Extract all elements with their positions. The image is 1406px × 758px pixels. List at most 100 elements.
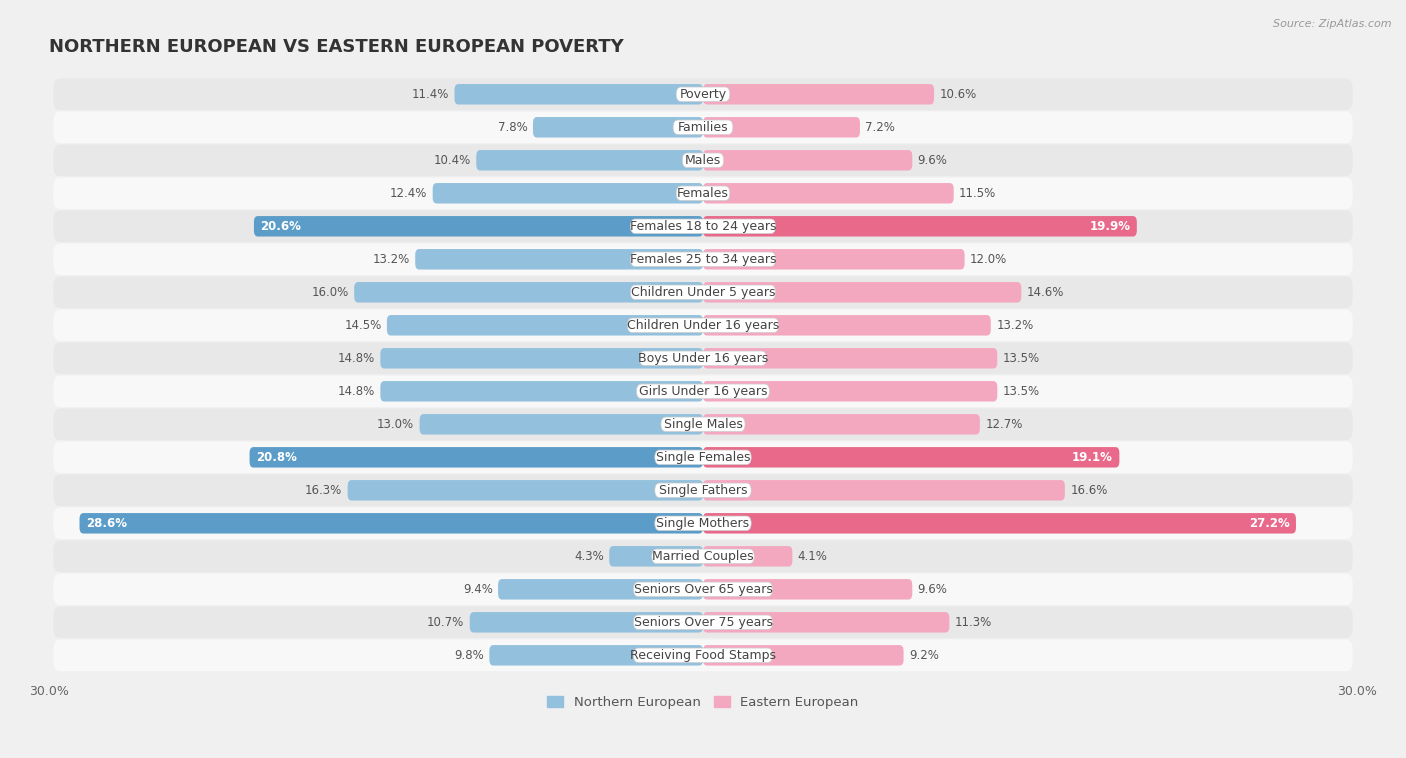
FancyBboxPatch shape (640, 351, 766, 365)
Text: Married Couples: Married Couples (652, 550, 754, 562)
FancyBboxPatch shape (53, 309, 1353, 341)
FancyBboxPatch shape (682, 153, 724, 168)
FancyBboxPatch shape (703, 414, 980, 434)
Text: 28.6%: 28.6% (86, 517, 127, 530)
FancyBboxPatch shape (80, 513, 703, 534)
Text: Males: Males (685, 154, 721, 167)
Text: 12.7%: 12.7% (986, 418, 1022, 431)
FancyBboxPatch shape (53, 78, 1353, 110)
FancyBboxPatch shape (433, 183, 703, 203)
FancyBboxPatch shape (703, 117, 860, 137)
Text: Single Fathers: Single Fathers (659, 484, 747, 496)
FancyBboxPatch shape (347, 480, 703, 500)
Text: 7.2%: 7.2% (866, 121, 896, 134)
FancyBboxPatch shape (53, 409, 1353, 440)
Text: Seniors Over 65 years: Seniors Over 65 years (634, 583, 772, 596)
FancyBboxPatch shape (489, 645, 703, 666)
Text: Girls Under 16 years: Girls Under 16 years (638, 385, 768, 398)
Text: 13.5%: 13.5% (1002, 352, 1040, 365)
FancyBboxPatch shape (53, 375, 1353, 407)
FancyBboxPatch shape (53, 574, 1353, 605)
Text: Females 18 to 24 years: Females 18 to 24 years (630, 220, 776, 233)
Text: Females 25 to 34 years: Females 25 to 34 years (630, 253, 776, 266)
Text: NORTHERN EUROPEAN VS EASTERN EUROPEAN POVERTY: NORTHERN EUROPEAN VS EASTERN EUROPEAN PO… (49, 38, 624, 56)
FancyBboxPatch shape (676, 186, 730, 201)
FancyBboxPatch shape (630, 252, 776, 267)
Text: 13.2%: 13.2% (997, 319, 1033, 332)
FancyBboxPatch shape (703, 381, 997, 402)
Text: Receiving Food Stamps: Receiving Food Stamps (630, 649, 776, 662)
FancyBboxPatch shape (53, 277, 1353, 309)
Text: 13.0%: 13.0% (377, 418, 415, 431)
Text: Families: Families (678, 121, 728, 134)
FancyBboxPatch shape (387, 315, 703, 336)
Text: Boys Under 16 years: Boys Under 16 years (638, 352, 768, 365)
FancyBboxPatch shape (703, 447, 1119, 468)
Text: 9.4%: 9.4% (463, 583, 492, 596)
Text: 13.2%: 13.2% (373, 253, 409, 266)
FancyBboxPatch shape (703, 612, 949, 632)
Text: 13.5%: 13.5% (1002, 385, 1040, 398)
FancyBboxPatch shape (703, 315, 991, 336)
FancyBboxPatch shape (673, 120, 733, 135)
Text: Poverty: Poverty (679, 88, 727, 101)
FancyBboxPatch shape (703, 480, 1064, 500)
FancyBboxPatch shape (703, 150, 912, 171)
Legend: Northern European, Eastern European: Northern European, Eastern European (543, 691, 863, 714)
Text: 14.8%: 14.8% (337, 385, 375, 398)
FancyBboxPatch shape (53, 211, 1353, 242)
FancyBboxPatch shape (676, 87, 730, 102)
Text: 14.5%: 14.5% (344, 319, 381, 332)
Text: 14.8%: 14.8% (337, 352, 375, 365)
FancyBboxPatch shape (354, 282, 703, 302)
Text: 16.0%: 16.0% (312, 286, 349, 299)
Text: 10.4%: 10.4% (433, 154, 471, 167)
FancyBboxPatch shape (419, 414, 703, 434)
FancyBboxPatch shape (498, 579, 703, 600)
FancyBboxPatch shape (655, 516, 751, 531)
FancyBboxPatch shape (53, 177, 1353, 209)
Text: 7.8%: 7.8% (498, 121, 527, 134)
FancyBboxPatch shape (254, 216, 703, 236)
FancyBboxPatch shape (53, 640, 1353, 671)
Text: 9.8%: 9.8% (454, 649, 484, 662)
Text: 9.6%: 9.6% (918, 583, 948, 596)
FancyBboxPatch shape (634, 615, 772, 630)
FancyBboxPatch shape (703, 513, 1296, 534)
FancyBboxPatch shape (652, 549, 754, 564)
Text: Children Under 5 years: Children Under 5 years (631, 286, 775, 299)
Text: 14.6%: 14.6% (1026, 286, 1064, 299)
Text: Single Mothers: Single Mothers (657, 517, 749, 530)
Text: 20.6%: 20.6% (260, 220, 301, 233)
Text: Single Males: Single Males (664, 418, 742, 431)
FancyBboxPatch shape (630, 285, 776, 299)
FancyBboxPatch shape (655, 450, 751, 465)
Text: 19.9%: 19.9% (1090, 220, 1130, 233)
Text: Seniors Over 75 years: Seniors Over 75 years (634, 615, 772, 629)
Text: 11.5%: 11.5% (959, 186, 997, 200)
FancyBboxPatch shape (703, 348, 997, 368)
Text: 12.4%: 12.4% (389, 186, 427, 200)
FancyBboxPatch shape (53, 343, 1353, 374)
Text: 9.6%: 9.6% (918, 154, 948, 167)
Text: 11.4%: 11.4% (412, 88, 449, 101)
FancyBboxPatch shape (655, 483, 751, 497)
FancyBboxPatch shape (703, 249, 965, 270)
FancyBboxPatch shape (703, 282, 1021, 302)
Text: Single Females: Single Females (655, 451, 751, 464)
FancyBboxPatch shape (53, 243, 1353, 275)
FancyBboxPatch shape (703, 579, 912, 600)
Text: Children Under 16 years: Children Under 16 years (627, 319, 779, 332)
FancyBboxPatch shape (609, 546, 703, 566)
FancyBboxPatch shape (53, 606, 1353, 638)
FancyBboxPatch shape (703, 84, 934, 105)
Text: 20.8%: 20.8% (256, 451, 297, 464)
Text: 10.6%: 10.6% (939, 88, 977, 101)
Text: 19.1%: 19.1% (1071, 451, 1112, 464)
FancyBboxPatch shape (53, 475, 1353, 506)
FancyBboxPatch shape (703, 645, 904, 666)
FancyBboxPatch shape (53, 441, 1353, 473)
Text: 27.2%: 27.2% (1249, 517, 1289, 530)
FancyBboxPatch shape (381, 348, 703, 368)
Text: 10.7%: 10.7% (427, 615, 464, 629)
